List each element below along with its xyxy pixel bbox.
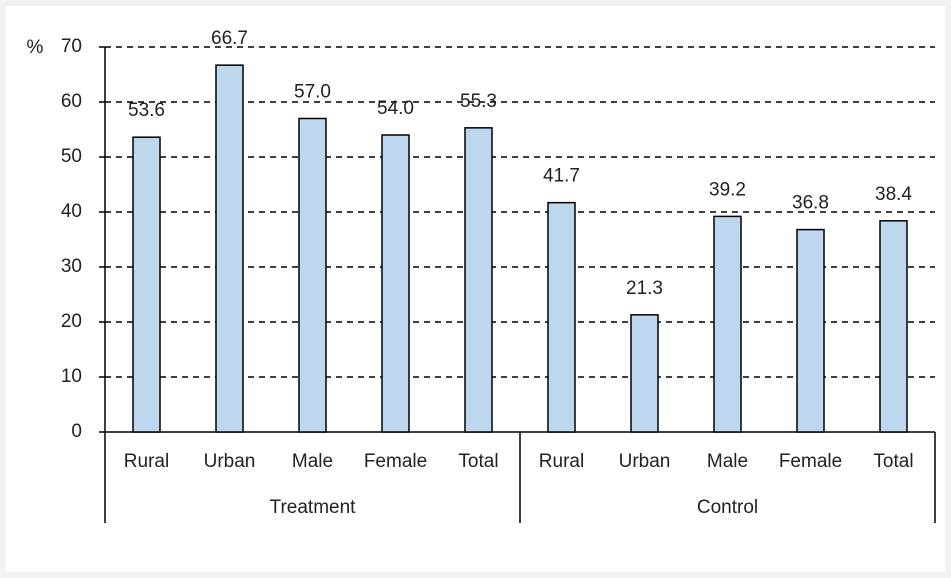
y-tick-label: 60 [61,91,82,112]
y-tick-label: 30 [61,256,82,277]
group-label: Control [697,497,758,518]
x-tick-label: Rural [539,451,584,472]
value-label: 57.0 [294,82,331,103]
y-tick-label: 10 [61,366,82,387]
value-label: 36.8 [792,193,829,214]
y-tick-label: 20 [61,311,82,332]
bar [215,64,244,433]
x-tick-label: Urban [204,451,256,472]
x-tick-label: Total [458,451,498,472]
value-label: 21.3 [626,278,663,299]
value-label: 54.0 [377,98,414,119]
x-tick-label: Female [364,451,427,472]
x-tick-label: Female [779,451,842,472]
bar [630,314,659,433]
bar [298,117,327,433]
value-label: 66.7 [211,28,248,49]
y-axis-label: % [27,37,44,58]
bar [796,228,825,433]
x-tick-label: Rural [124,451,169,472]
bar [547,201,576,433]
value-label: 39.2 [709,179,746,200]
value-label: 38.4 [875,184,912,205]
value-label: 41.7 [543,166,580,187]
bar [879,220,908,433]
y-tick-label: 50 [61,146,82,167]
bar [464,127,493,433]
value-label: 55.3 [460,91,497,112]
group-label: Treatment [270,497,357,518]
bar [381,134,410,433]
y-tick-label: 0 [71,421,82,442]
value-label: 53.6 [128,100,165,121]
y-tick-label: 70 [61,36,82,57]
bar [713,215,742,433]
x-tick-label: Total [873,451,913,472]
x-tick-label: Male [292,451,333,472]
y-tick-label: 40 [61,201,82,222]
bar [132,136,161,433]
x-tick-label: Urban [619,451,671,472]
x-tick-label: Male [707,451,748,472]
